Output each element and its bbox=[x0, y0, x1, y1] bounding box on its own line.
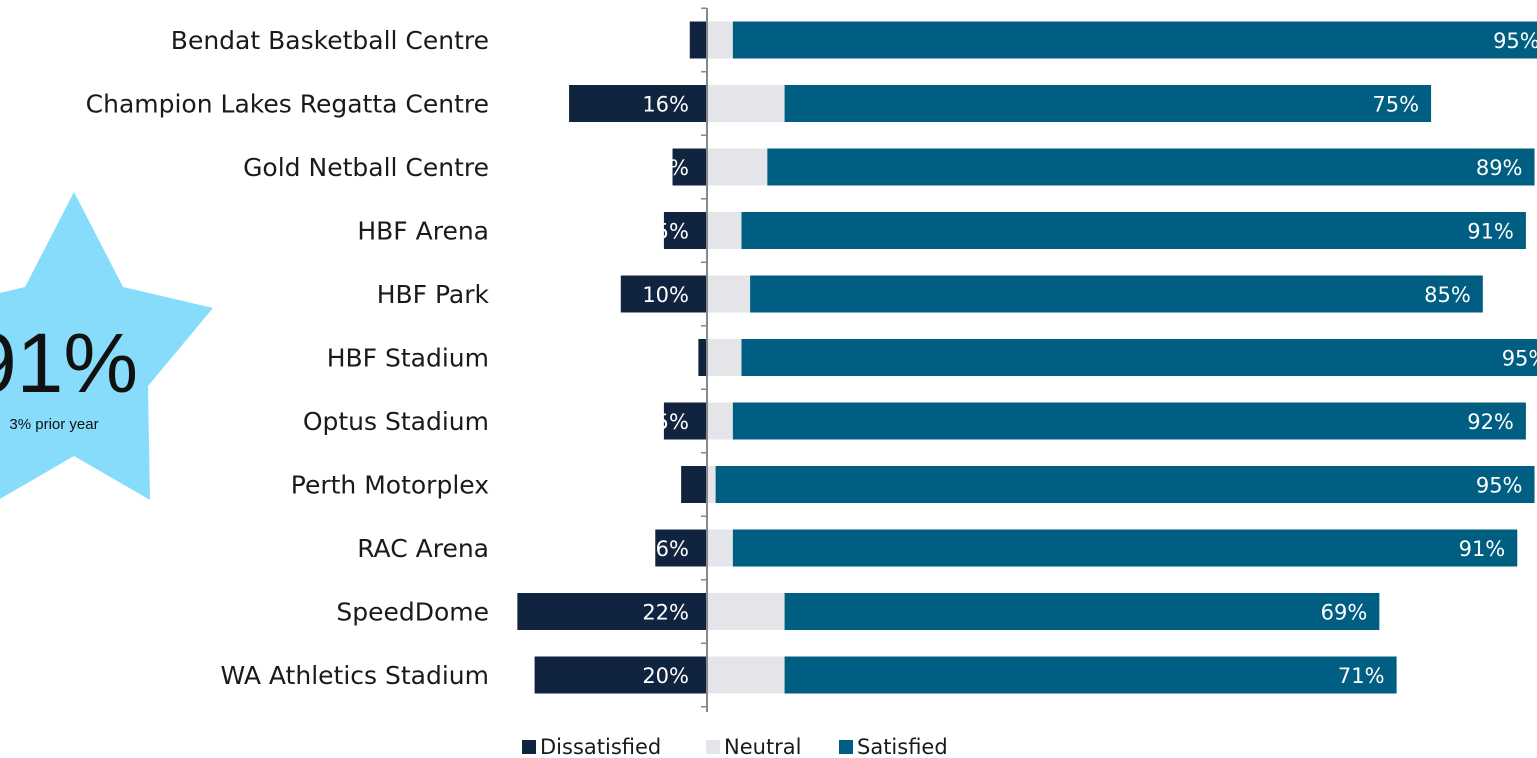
bar-neutral bbox=[707, 212, 742, 249]
legend-item-dissatisfied: Dissatisfied bbox=[522, 735, 661, 758]
category-label: HBF Stadium bbox=[327, 344, 489, 373]
legend: Dissatisfied Neutral Satisfied bbox=[522, 735, 948, 758]
star-callout: 91% 3% prior year bbox=[0, 192, 213, 500]
bar-dissatisfied bbox=[672, 148, 707, 186]
category-label: Bendat Basketball Centre bbox=[171, 26, 489, 55]
bar-dissatisfied bbox=[681, 466, 707, 503]
legend-item-neutral: Neutral bbox=[706, 735, 802, 758]
value-label-satisfied: 85% bbox=[1424, 283, 1471, 307]
bar-row-rac-arena: RAC Arena 6% 91% bbox=[357, 529, 1518, 567]
bar-dissatisfied bbox=[663, 402, 707, 440]
bar-satisfied bbox=[732, 21, 1537, 59]
legend-swatch bbox=[522, 740, 536, 754]
bar-row-speeddome: SpeedDome 22% 69% bbox=[336, 593, 1380, 630]
bar-neutral bbox=[707, 339, 742, 376]
value-label-satisfied: 91% bbox=[1459, 537, 1506, 561]
bar-satisfied bbox=[741, 339, 1537, 376]
bar-neutral bbox=[707, 85, 785, 122]
bar-row-hbf-park: HBF Park 10% 85% bbox=[377, 275, 1483, 313]
star-note: 3% prior year bbox=[9, 416, 98, 433]
category-label: Optus Stadium bbox=[303, 407, 489, 436]
star-icon bbox=[0, 192, 213, 500]
category-label: Gold Netball Centre bbox=[243, 153, 489, 182]
bar-neutral bbox=[707, 402, 733, 440]
legend-swatch bbox=[839, 740, 853, 754]
value-label-dissatisfied: 6% bbox=[656, 537, 689, 561]
bar-satisfied bbox=[750, 275, 1483, 313]
value-label-satisfied: 89% bbox=[1476, 156, 1523, 180]
value-label-dissatisfied: 5% bbox=[656, 220, 689, 244]
bar-satisfied bbox=[732, 529, 1518, 567]
category-label: HBF Park bbox=[377, 280, 490, 309]
bar-dissatisfied bbox=[517, 593, 707, 630]
bar-dissatisfied bbox=[534, 656, 707, 694]
bar-dissatisfied bbox=[569, 85, 707, 122]
category-label: Perth Motorplex bbox=[291, 471, 489, 500]
value-label-satisfied: 91% bbox=[1467, 220, 1514, 244]
bar-row-hbf-stadium: HBF Stadium 95% bbox=[327, 339, 1537, 376]
value-label-satisfied: 69% bbox=[1321, 601, 1368, 625]
bar-satisfied bbox=[715, 466, 1535, 503]
category-label: Champion Lakes Regatta Centre bbox=[86, 90, 489, 119]
bar-neutral bbox=[707, 593, 785, 630]
legend-label: Neutral bbox=[724, 735, 802, 758]
category-label: SpeedDome bbox=[336, 598, 489, 627]
value-label-dissatisfied: 16% bbox=[642, 93, 689, 117]
category-label: HBF Arena bbox=[357, 217, 489, 246]
bar-dissatisfied bbox=[689, 21, 707, 59]
bar-neutral bbox=[707, 275, 751, 313]
value-label-satisfied: 95% bbox=[1493, 29, 1537, 53]
bar-neutral bbox=[707, 656, 785, 694]
legend-label: Satisfied bbox=[857, 735, 948, 758]
bar-satisfied bbox=[784, 656, 1397, 694]
bar-neutral bbox=[707, 466, 716, 503]
value-label-dissatisfied: 4% bbox=[656, 156, 689, 180]
bar-dissatisfied bbox=[620, 275, 707, 313]
value-label-satisfied: 75% bbox=[1372, 93, 1419, 117]
bar-row-wa-athletics-stadium: WA Athletics Stadium 20% 71% bbox=[220, 656, 1397, 694]
bar-dissatisfied bbox=[698, 339, 707, 376]
bar-satisfied bbox=[784, 85, 1432, 122]
bar-satisfied bbox=[767, 148, 1535, 186]
bar-row-hbf-arena: HBF Arena 5% 91% bbox=[357, 212, 1526, 249]
value-label-dissatisfied: 22% bbox=[642, 601, 689, 625]
bar-neutral bbox=[707, 529, 733, 567]
bar-row-champion-lakes-regatta-centre: Champion Lakes Regatta Centre 16% 75% bbox=[86, 85, 1432, 122]
bar-dissatisfied bbox=[655, 529, 707, 567]
category-label: WA Athletics Stadium bbox=[220, 661, 489, 690]
bar-row-optus-stadium: Optus Stadium 5% 92% bbox=[303, 402, 1526, 440]
value-label-satisfied: 95% bbox=[1502, 347, 1537, 371]
category-label: RAC Arena bbox=[357, 534, 489, 563]
center-axis bbox=[701, 7, 708, 712]
star-value: 91% bbox=[0, 316, 138, 410]
bar-neutral bbox=[707, 148, 768, 186]
value-label-dissatisfied: 20% bbox=[642, 664, 689, 688]
bar-neutral bbox=[707, 21, 733, 59]
value-label-satisfied: 92% bbox=[1467, 410, 1514, 434]
value-label-dissatisfied: 10% bbox=[642, 283, 689, 307]
bar-satisfied bbox=[784, 593, 1380, 630]
value-label-satisfied: 71% bbox=[1338, 664, 1385, 688]
legend-label: Dissatisfied bbox=[540, 735, 661, 758]
plot-area: Bendat Basketball Centre 95% Champion Lake… bbox=[86, 21, 1537, 694]
bar-row-gold-netball-centre: Gold Netball Centre 4% 89% bbox=[243, 148, 1535, 186]
legend-item-satisfied: Satisfied bbox=[839, 735, 948, 758]
bar-row-bendat-basketball-centre: Bendat Basketball Centre 95% bbox=[171, 21, 1537, 59]
value-label-satisfied: 95% bbox=[1476, 474, 1523, 498]
bar-satisfied bbox=[741, 212, 1526, 249]
value-label-dissatisfied: 5% bbox=[656, 410, 689, 434]
bar-dissatisfied bbox=[663, 212, 707, 249]
bar-satisfied bbox=[732, 402, 1526, 440]
bar-row-perth-motorplex: Perth Motorplex 95% bbox=[291, 466, 1535, 503]
legend-swatch bbox=[706, 740, 720, 754]
